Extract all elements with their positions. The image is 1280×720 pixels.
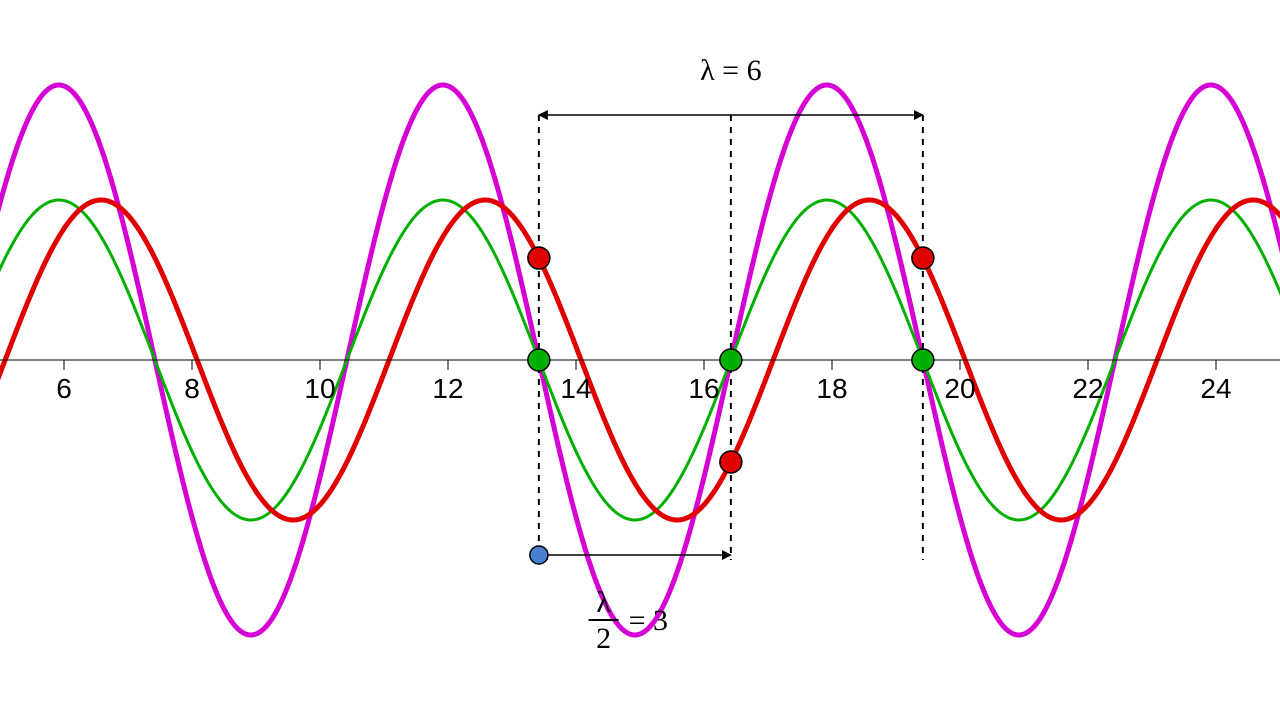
blue-marker: [530, 546, 548, 564]
red-marker: [912, 247, 934, 269]
red-marker: [720, 451, 742, 473]
x-tick-label: 8: [184, 373, 200, 404]
green-marker: [720, 349, 742, 371]
green-marker: [912, 349, 934, 371]
x-tick-label: 20: [944, 373, 975, 404]
svg-text:2: 2: [596, 622, 611, 655]
svg-text:λ: λ: [596, 586, 611, 619]
wave-chart: 6 8 10 12 14 16 18 20 22 24 λ = 6 λ2 = 3: [0, 0, 1280, 720]
lambda-label: λ = 6: [700, 54, 761, 87]
x-tick-label: 24: [1200, 373, 1231, 404]
x-tick-label: 22: [1072, 373, 1103, 404]
x-tick-label: 10: [304, 373, 335, 404]
x-tick-label: 14: [560, 373, 591, 404]
red-marker: [528, 247, 550, 269]
x-tick-label: 18: [816, 373, 847, 404]
x-tick-label: 16: [688, 373, 719, 404]
x-tick-label: 6: [56, 373, 72, 404]
green-marker: [528, 349, 550, 371]
half-lambda-label: λ2 = 3: [589, 586, 668, 655]
x-tick-label: 12: [432, 373, 463, 404]
svg-text:= 3: = 3: [629, 604, 668, 637]
